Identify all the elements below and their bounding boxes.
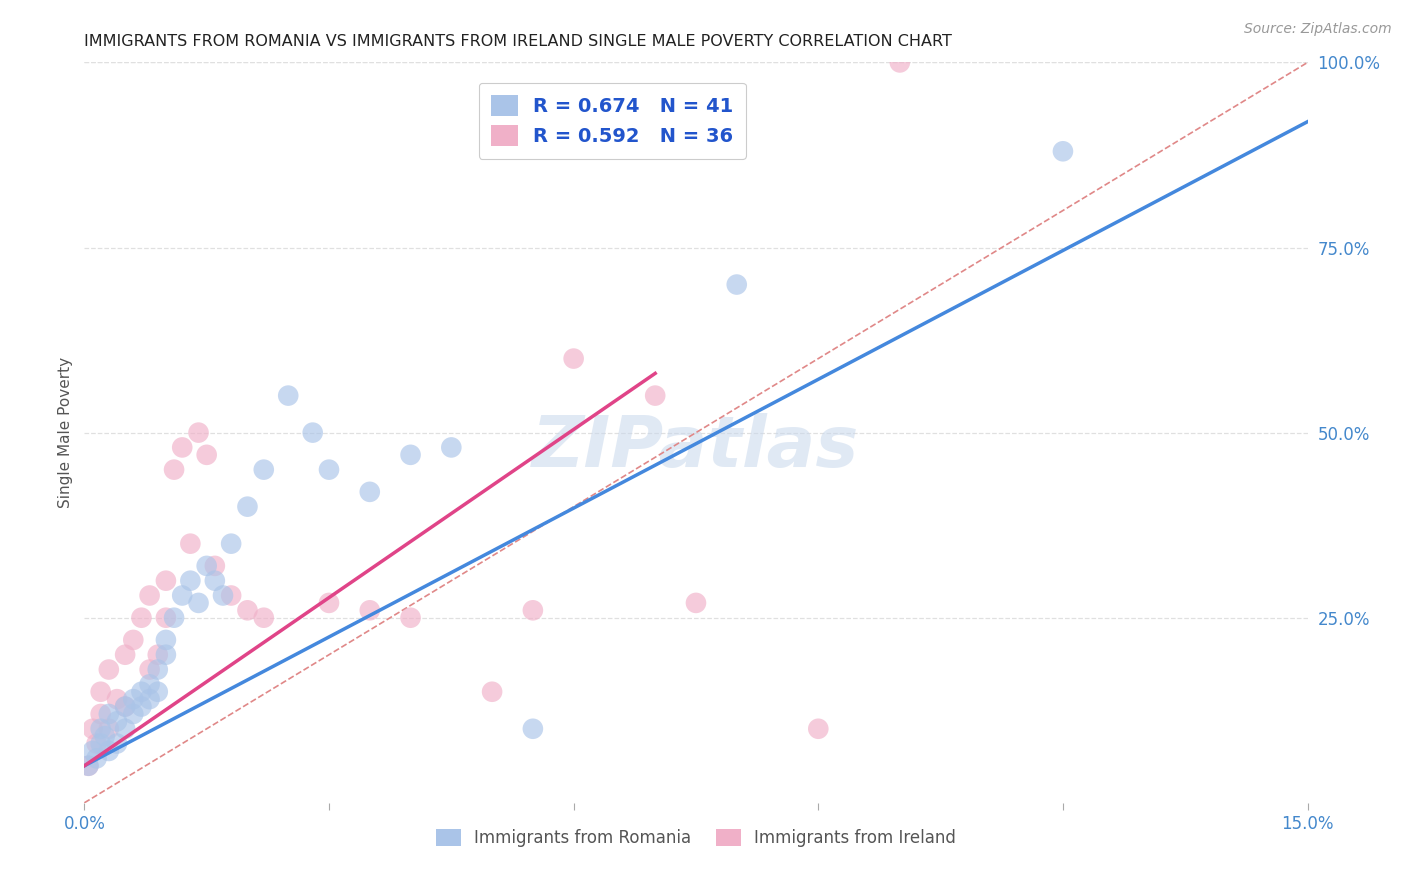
Point (105, 714, 128, 729)
Point (359, 484, 381, 499)
Point (90, 737, 112, 751)
Point (114, 722, 136, 736)
Point (318, 462, 340, 476)
Point (301, 425, 323, 440)
Point (163, 610, 186, 624)
Point (212, 589, 235, 603)
Point (685, 596, 707, 610)
Point (155, 610, 177, 624)
Point (138, 589, 160, 603)
Point (522, 603, 544, 617)
Text: ZIPatlas: ZIPatlas (533, 413, 859, 482)
Point (359, 603, 381, 617)
Point (204, 574, 226, 588)
Point (90, 722, 112, 736)
Point (93, 729, 115, 743)
Point (155, 632, 177, 647)
Point (105, 737, 128, 751)
Point (155, 574, 177, 588)
Point (146, 648, 169, 662)
Point (195, 558, 218, 573)
Point (187, 425, 209, 440)
Point (172, 441, 194, 455)
Point (481, 685, 503, 699)
Point (82, 744, 104, 758)
Point (131, 685, 153, 699)
Point (77, 758, 100, 772)
Point (725, 277, 748, 292)
Point (114, 648, 136, 662)
Point (90, 706, 112, 721)
Point (122, 706, 145, 721)
Point (97, 663, 120, 677)
Point (399, 448, 422, 462)
Point (236, 500, 259, 514)
Point (172, 589, 194, 603)
Point (105, 692, 128, 706)
Point (318, 596, 340, 610)
Point (155, 648, 177, 662)
Point (807, 722, 830, 736)
Point (97, 706, 120, 721)
Point (138, 677, 160, 691)
Point (138, 692, 160, 706)
Text: IMMIGRANTS FROM ROMANIA VS IMMIGRANTS FROM IRELAND SINGLE MALE POVERTY CORRELATI: IMMIGRANTS FROM ROMANIA VS IMMIGRANTS FR… (84, 34, 952, 49)
Point (122, 632, 145, 647)
Point (399, 610, 422, 624)
Point (195, 448, 218, 462)
Point (82, 722, 104, 736)
Point (277, 388, 299, 402)
Point (253, 610, 276, 624)
Point (179, 574, 201, 588)
Point (1052, 145, 1074, 159)
Point (86, 751, 108, 765)
Point (187, 596, 209, 610)
Point (219, 589, 242, 603)
Point (77, 758, 100, 772)
Legend: Immigrants from Romania, Immigrants from Ireland: Immigrants from Romania, Immigrants from… (429, 822, 963, 854)
Point (131, 699, 153, 714)
Point (163, 462, 186, 476)
Point (138, 663, 160, 677)
Point (97, 722, 120, 736)
Point (146, 685, 169, 699)
Point (562, 351, 585, 366)
Point (114, 699, 136, 714)
Point (236, 603, 259, 617)
Point (440, 441, 463, 455)
Point (253, 462, 276, 476)
Point (204, 558, 226, 573)
Point (122, 692, 145, 706)
Point (146, 663, 169, 677)
Text: Source: ZipAtlas.com: Source: ZipAtlas.com (1244, 22, 1392, 37)
Point (114, 699, 136, 714)
Point (97, 744, 120, 758)
Point (131, 610, 153, 624)
Point (86, 737, 108, 751)
Point (179, 536, 201, 550)
Point (889, 55, 911, 70)
Point (522, 722, 544, 736)
Point (90, 685, 112, 699)
Y-axis label: Single Male Poverty: Single Male Poverty (58, 357, 73, 508)
Point (219, 536, 242, 550)
Point (644, 388, 666, 402)
